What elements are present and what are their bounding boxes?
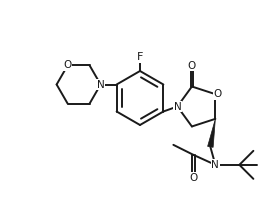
Text: O: O	[189, 173, 198, 183]
Text: O: O	[188, 60, 196, 71]
Text: N: N	[97, 80, 104, 89]
Text: N: N	[174, 101, 181, 112]
Text: O: O	[63, 60, 72, 70]
Text: O: O	[213, 89, 221, 99]
Text: F: F	[137, 52, 143, 62]
Polygon shape	[208, 119, 215, 147]
Text: N: N	[212, 160, 219, 170]
